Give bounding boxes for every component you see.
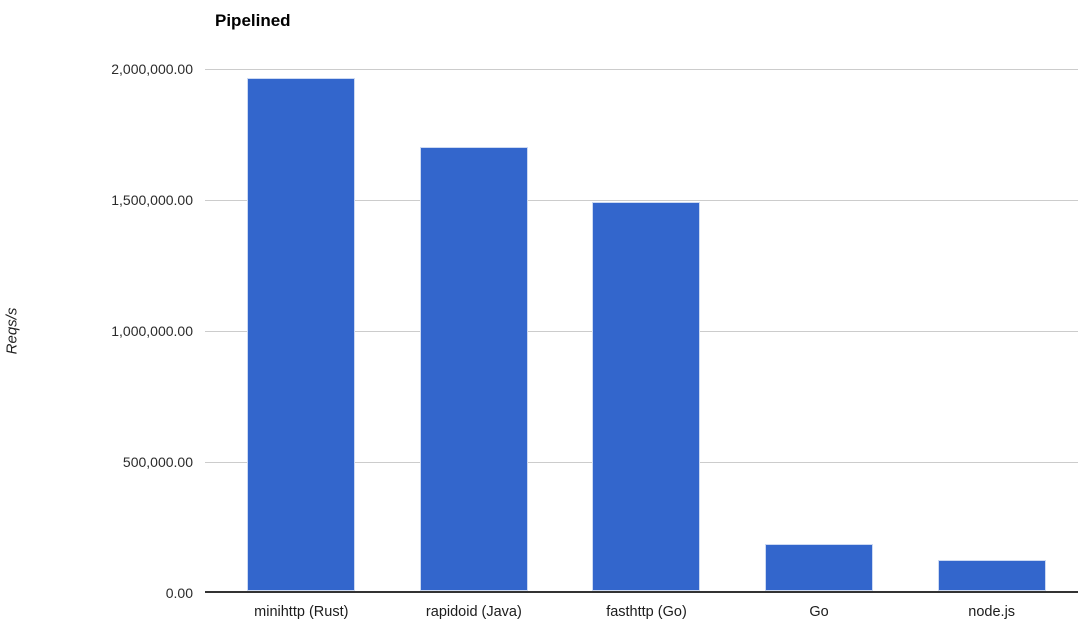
x-category-label: fasthttp (Go) bbox=[606, 604, 687, 620]
y-axis-ticks: 0.00 500,000.00 1,000,000.00 1,500,000.00 2,… bbox=[0, 0, 193, 641]
bar-minihttp (Rust) bbox=[247, 78, 356, 591]
bar-fasthttp (Go) bbox=[592, 202, 701, 591]
x-category-label: rapidoid (Java) bbox=[425, 604, 522, 620]
bar-slot bbox=[905, 69, 1078, 591]
bar-node.js bbox=[937, 559, 1046, 591]
x-category-label: node.js bbox=[968, 604, 1016, 620]
y-tick-label: 0.00 bbox=[165, 585, 193, 601]
x-axis-labels: minihttp (Rust) rapidoid (Java) fasthttp (… bbox=[215, 601, 1078, 623]
bar-Go bbox=[765, 544, 874, 591]
bar-slot bbox=[733, 69, 906, 591]
x-category-label: Go bbox=[809, 604, 829, 620]
plot-area bbox=[205, 69, 1078, 593]
y-tick-label: 500,000.00 bbox=[122, 454, 193, 470]
chart-title: Pipelined bbox=[215, 11, 291, 30]
bar-slot bbox=[215, 69, 388, 591]
bars-row bbox=[215, 69, 1078, 591]
x-axis-line bbox=[205, 591, 1078, 593]
y-tick-label: 2,000,000.00 bbox=[111, 61, 193, 77]
bar-slot bbox=[388, 69, 561, 591]
gridline bbox=[205, 200, 1078, 201]
x-category-label: minihttp (Rust) bbox=[254, 604, 349, 620]
y-tick-label: 1,000,000.00 bbox=[111, 323, 193, 339]
y-tick-label: 1,500,000.00 bbox=[111, 192, 193, 208]
bar-rapidoid (Java) bbox=[419, 147, 528, 591]
bar-slot bbox=[560, 69, 733, 591]
gridline bbox=[205, 69, 1078, 70]
